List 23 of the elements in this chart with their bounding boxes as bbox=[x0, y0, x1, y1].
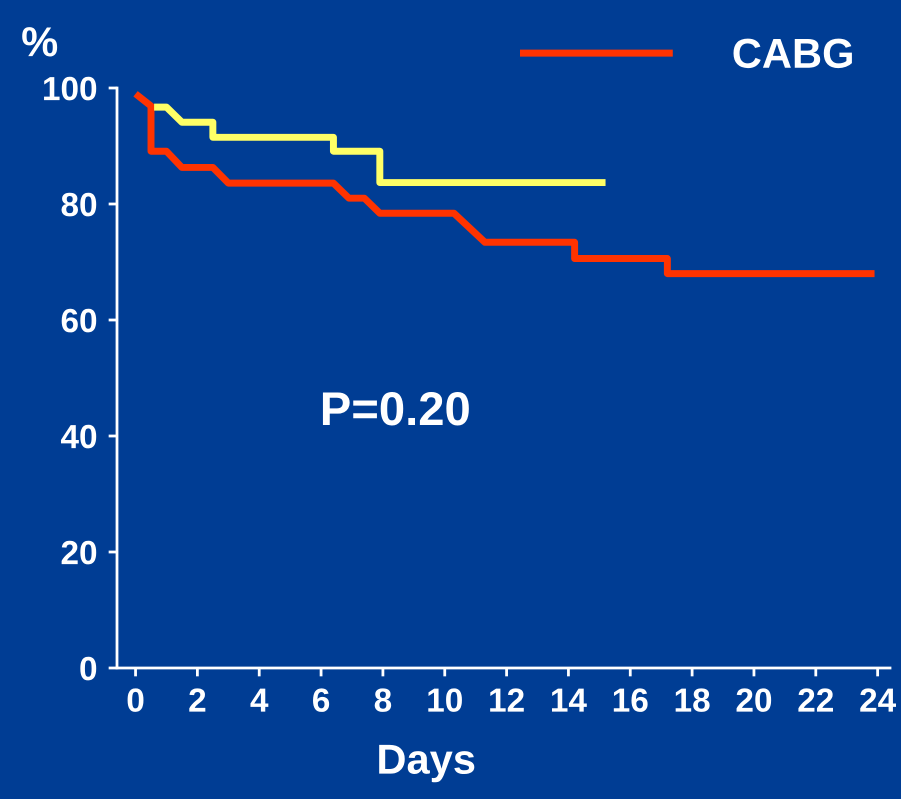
y-axis-title: % bbox=[22, 27, 58, 56]
x-tick-label: 20 bbox=[736, 688, 772, 712]
x-tick-label: 24 bbox=[860, 688, 896, 712]
y-tick-label: 0 bbox=[80, 656, 96, 680]
x-tick-label: 12 bbox=[490, 688, 524, 712]
x-tick-label: 10 bbox=[428, 688, 462, 712]
y-tick-label: 40 bbox=[60, 424, 96, 448]
annotation: P=0.20 bbox=[322, 392, 469, 426]
x-tick-label: 8 bbox=[374, 688, 392, 712]
x-tick-label: 18 bbox=[676, 688, 710, 712]
x-tick-label: 2 bbox=[189, 688, 206, 712]
x-tick-label: 14 bbox=[552, 688, 587, 712]
y-tick-label: 100 bbox=[44, 76, 96, 100]
y-tick-label: 60 bbox=[62, 308, 96, 332]
x-tick-label: 22 bbox=[798, 688, 833, 712]
x-tick-label: 16 bbox=[614, 688, 648, 712]
x-axis-title: Days bbox=[379, 744, 474, 782]
y-tick-label: 20 bbox=[62, 540, 96, 564]
x-tick-label: 0 bbox=[128, 688, 144, 712]
x-tick-label: 4 bbox=[250, 688, 268, 712]
y-tick-label: 80 bbox=[62, 192, 96, 216]
legend-label: CABG bbox=[734, 38, 852, 68]
x-tick-label: 6 bbox=[313, 688, 330, 712]
